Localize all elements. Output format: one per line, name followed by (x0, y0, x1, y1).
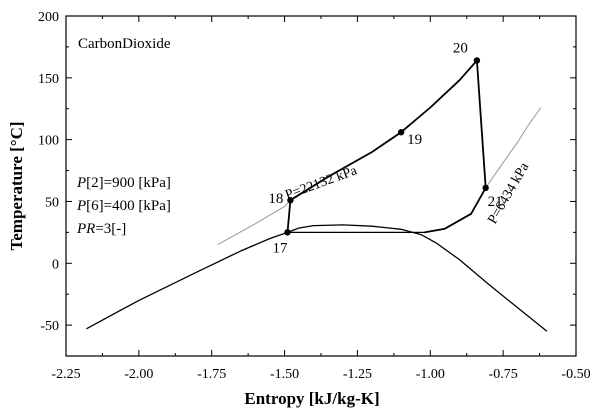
annotation-p2: P[2]=900 [kPa] (76, 175, 171, 191)
series-line-cycle (286, 59, 487, 234)
state-point-17 (284, 229, 291, 236)
annotation-pr-var: PR (76, 221, 95, 237)
state-point-label-19: 19 (407, 132, 422, 148)
state-point-label-18: 18 (268, 191, 283, 207)
state-point-label-20: 20 (453, 41, 468, 57)
state-point-18 (287, 197, 294, 204)
y-tick-label: 150 (38, 72, 59, 87)
x-tick-label: -2.25 (51, 367, 80, 382)
annotation-p6-text: [6]=400 [kPa] (86, 198, 171, 214)
y-tick-label: -50 (40, 319, 59, 334)
x-axis-title: Entropy [kJ/kg-K] (244, 389, 379, 408)
series-line-saturation-dome (86, 224, 548, 332)
fluid-label: CarbonDioxide (78, 36, 171, 52)
state-point-label-17: 17 (272, 240, 288, 256)
series-line-isobar-22132kPa (217, 199, 291, 246)
axis-ticks: -2.25 -2.00 -1.75 -1.50 -1.25 -1.00 -0.75 -0.50… (38, 10, 591, 382)
x-tick-label: -1.00 (416, 367, 445, 382)
state-point-19 (397, 129, 405, 136)
state-point-21 (482, 184, 489, 192)
y-tick-label: 50 (45, 195, 59, 210)
state-point-label-21: 21 (488, 194, 503, 210)
x-tick-label: -1.75 (197, 367, 226, 382)
annotation-block: P[2]=900 [kPa] P[6]=400 [kPa] PR=3[-] (76, 175, 171, 237)
y-axis-title: Temperature [°C] (7, 121, 26, 250)
x-tick-label: -1.50 (270, 367, 299, 382)
y-tick-label: 0 (52, 257, 59, 272)
annotation-p6: P[6]=400 [kPa] (76, 198, 171, 214)
y-tick-label: 100 (38, 134, 59, 149)
x-tick-label: -0.50 (561, 367, 590, 382)
isobar-label-0: P=22132 kPa (283, 163, 360, 203)
x-tick-label: -2.00 (124, 367, 153, 382)
x-tick-label: -1.25 (343, 367, 372, 382)
annotation-p2-text: [2]=900 [kPa] (86, 175, 171, 191)
points-layer (284, 57, 489, 236)
series-line-isobar-6434kPa (485, 107, 542, 189)
state-point-20 (473, 57, 481, 64)
annotation-pr: PR=3[-] (76, 221, 126, 237)
annotation-p6-var: P (76, 198, 86, 214)
annotation-pr-text: =3[-] (95, 221, 126, 237)
series-layer (86, 59, 548, 332)
x-tick-label: -0.75 (489, 367, 518, 382)
annotation-p2-var: P (76, 175, 86, 191)
y-tick-label: 200 (38, 10, 59, 25)
